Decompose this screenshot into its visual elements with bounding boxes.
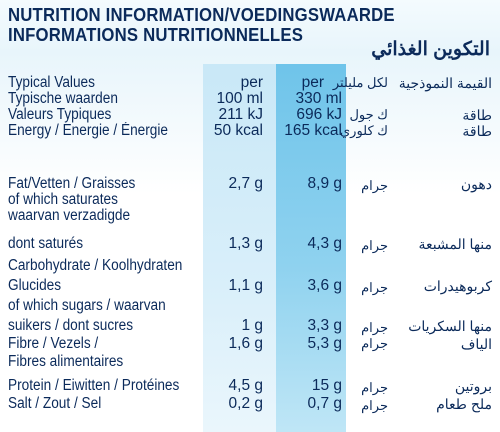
carbs-unit-ar: جرام: [361, 280, 388, 295]
sugars-unit-ar: جرام: [361, 320, 388, 335]
arabic-energy-1: طاقة: [462, 107, 492, 123]
carbs-label-2: Glucides: [8, 277, 62, 294]
fibre-label-2: Fibres alimentaires: [8, 353, 124, 370]
salt-name-ar: ملح طعام: [436, 396, 492, 412]
salt-label: Salt / Zout / Sel: [8, 395, 102, 412]
salt-unit-ar: جرام: [361, 398, 388, 413]
fibre-330: 5,3 g: [307, 335, 342, 352]
col2-amount: 330 ml: [295, 90, 342, 107]
sugars-330: 3,3 g: [307, 317, 342, 334]
sugars-label-2: suikers / dont sucres: [8, 317, 134, 334]
sugars-100: 1 g: [241, 317, 263, 334]
arabic-title: التكوين الغذائي: [371, 39, 490, 60]
arabic-kj-unit: ك جول: [349, 107, 388, 122]
energy-kj-100: 211 kJ: [218, 106, 263, 123]
fibre-name-ar: الياف: [460, 336, 492, 352]
salt-330: 0,7 g: [307, 395, 342, 412]
protein-unit-ar: جرام: [361, 380, 388, 395]
per-100ml-column: [203, 64, 276, 432]
sugars-name-ar: منها السكريات: [408, 318, 492, 334]
carbs-name-ar: كربوهيدرات: [423, 278, 492, 294]
typical-values-nl: Typische waarden: [8, 90, 118, 107]
protein-100: 4,5 g: [228, 377, 263, 394]
fat-name-ar: دهون: [460, 176, 492, 192]
protein-name-ar: بروتين: [454, 378, 492, 394]
typical-values-en: Typical Values: [8, 74, 95, 91]
carbs-100: 1,1 g: [228, 277, 263, 294]
arabic-typical: القيمة النموذجية: [398, 75, 492, 91]
carbs-330: 3,6 g: [307, 277, 342, 294]
carbs-label-1: Carbohydrate / Koolhydraten: [8, 257, 183, 274]
arabic-kcal-unit: ك كلوري: [340, 123, 388, 138]
energy-kj-330: 696 kJ: [296, 106, 342, 123]
saturates-100: 1,3 g: [228, 235, 263, 252]
title-line-2: INFORMATIONS NUTRITIONNELLES: [8, 25, 304, 45]
sugars-label-1: of which sugars / waarvan: [8, 297, 166, 314]
salt-100: 0,2 g: [228, 395, 263, 412]
fibre-label-1: Fibre / Vezels /: [8, 335, 99, 352]
fat-label: Fat/Vetten / Graisses: [8, 175, 136, 192]
energy-label: Energy / Energie / Énergie: [8, 122, 168, 139]
saturates-label-3: dont saturés: [8, 235, 84, 252]
col2-per: per: [301, 74, 324, 91]
fibre-100: 1,6 g: [228, 335, 263, 352]
fibre-unit-ar: جرام: [361, 336, 388, 351]
energy-kcal-330: 165 kcal: [284, 122, 342, 139]
protein-330: 15 g: [311, 377, 342, 394]
saturates-unit-ar: جرام: [361, 238, 388, 253]
protein-label: Protein / Eiwitten / Protéines: [8, 377, 180, 394]
col1-amount: 100 ml: [216, 90, 263, 107]
col1-per: per: [240, 74, 263, 91]
energy-kcal-100: 50 kcal: [213, 122, 263, 139]
fat-100: 2,7 g: [228, 175, 263, 192]
saturates-330: 4,3 g: [307, 235, 342, 252]
saturates-label-1: of which saturates: [8, 191, 118, 208]
title-line-1: NUTRITION INFORMATION/VOEDINGSWAARDE: [8, 5, 395, 25]
typical-values-fr: Valeurs Typiques: [8, 106, 112, 123]
fat-330: 8,9 g: [307, 175, 342, 192]
arabic-energy-2: طاقة: [462, 123, 492, 139]
saturates-label-2: waarvan verzadigde: [8, 207, 131, 224]
fat-unit-ar: جرام: [361, 178, 388, 193]
per-330ml-column: [276, 64, 346, 432]
saturates-name-ar: منها المشبعة: [418, 236, 492, 252]
arabic-per-ml: لكل مليلتر: [332, 75, 388, 90]
